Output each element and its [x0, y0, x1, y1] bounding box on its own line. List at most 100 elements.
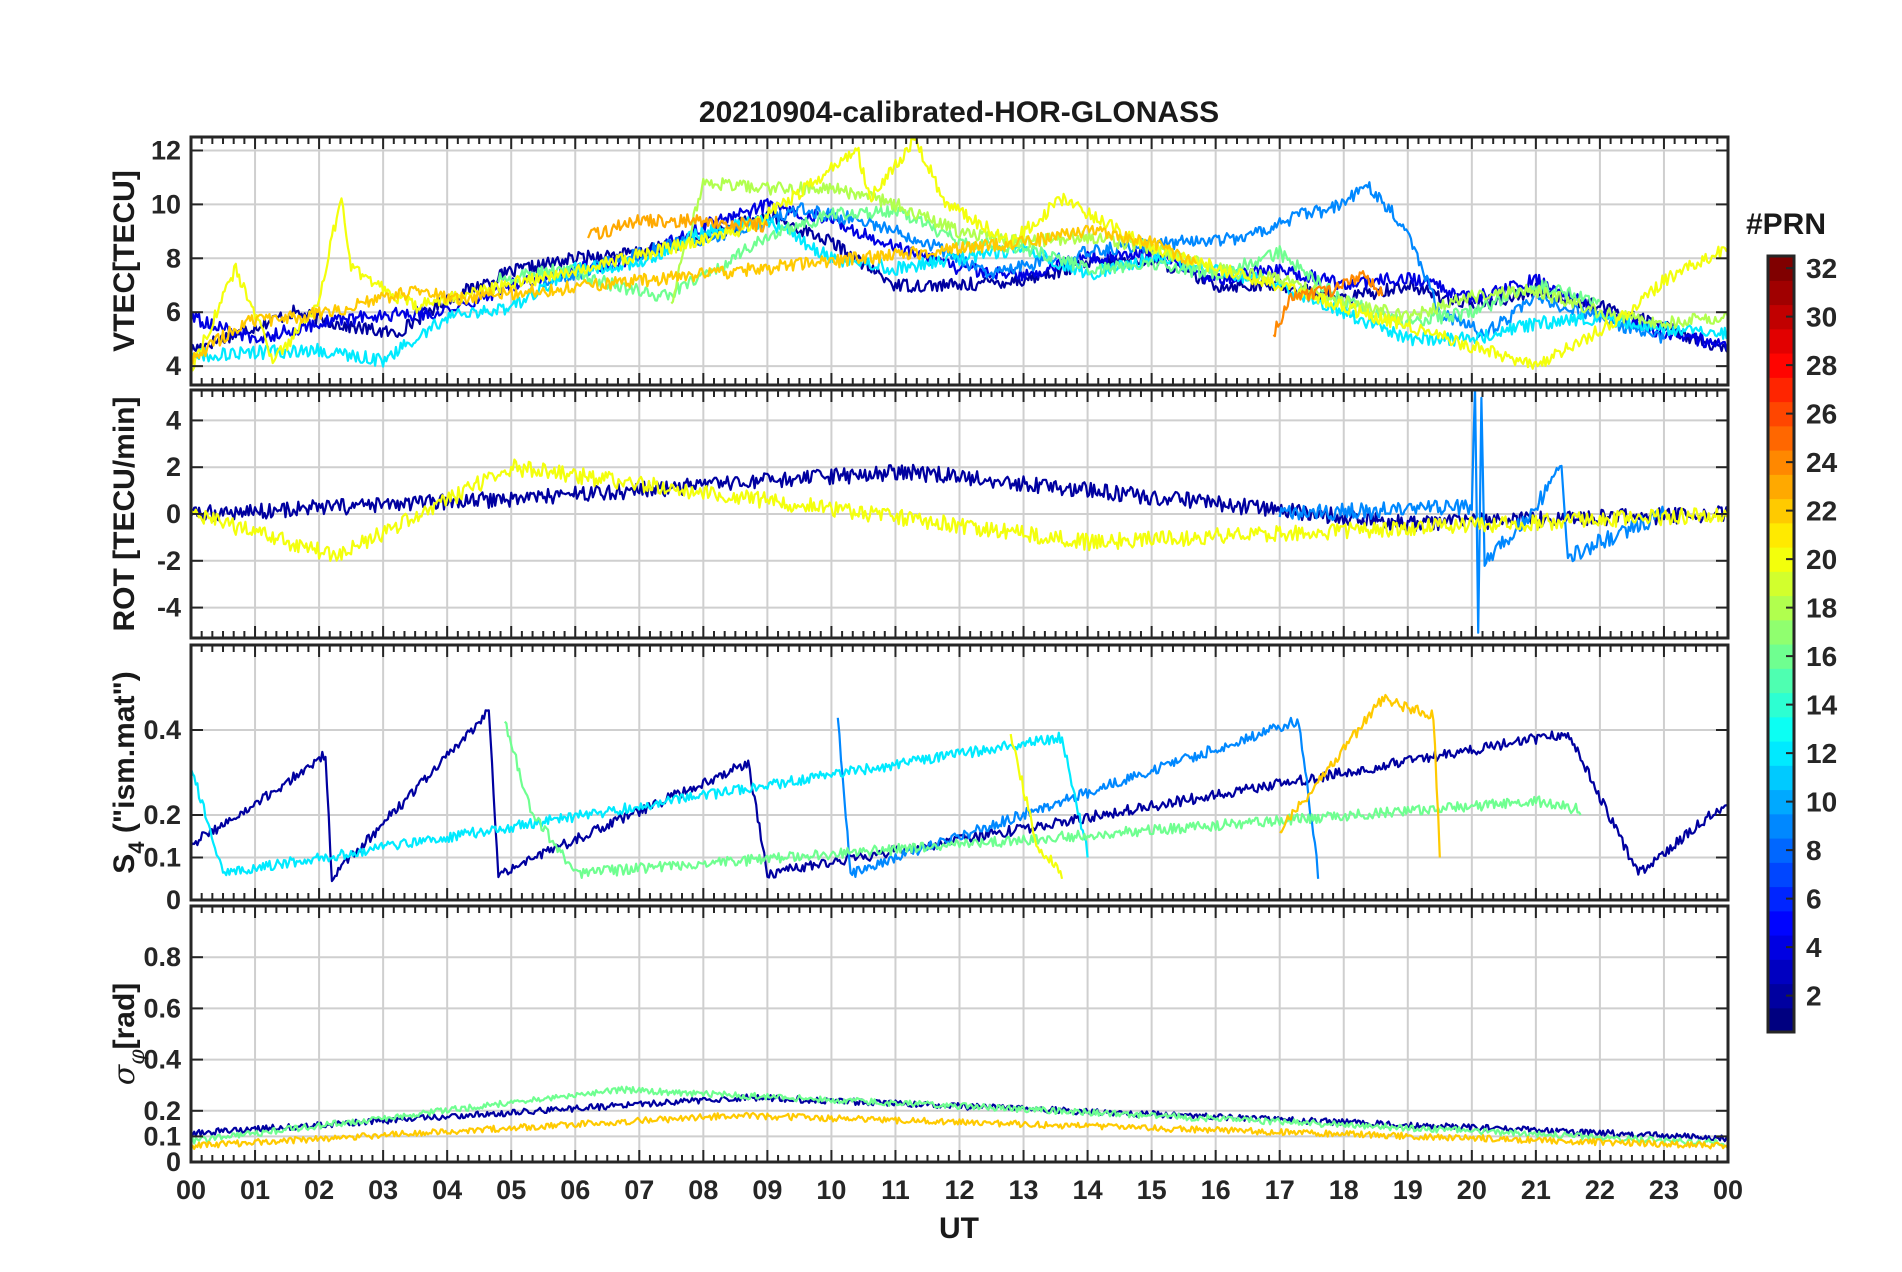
y-tick-label: 0.1 [143, 1121, 181, 1151]
series-line-prn-16 [503, 720, 1582, 879]
y-tick-label: 0.6 [143, 993, 181, 1023]
series-group [191, 390, 1728, 634]
colorbar-tick-label: 22 [1806, 496, 1837, 527]
y-tick-label: 2 [166, 452, 181, 482]
colorbar-tick-label: 30 [1806, 302, 1837, 333]
panel-s4: 0 0.1 0.2 0.4S4 ("ism.mat") [108, 643, 1730, 915]
x-axis: 00 01 02 03 04 05 06 07 08 09 10 11 12 13 14 15 16 17 18 19… [176, 1175, 1743, 1205]
x-tick-label: 17 [1265, 1175, 1295, 1205]
x-tick-label: 03 [368, 1175, 398, 1205]
x-axis-label: UT [939, 1212, 979, 1245]
grid [191, 645, 1728, 900]
x-tick-label: 07 [624, 1175, 654, 1205]
x-tick-label: 23 [1649, 1175, 1679, 1205]
colorbar-segment [1768, 619, 1794, 645]
colorbar-segment [1768, 522, 1794, 548]
colorbar-segment [1768, 862, 1794, 888]
y-tick-label: 0.1 [143, 843, 181, 873]
colorbar-tick-label: 24 [1806, 447, 1838, 478]
series-line-prn-4 [191, 198, 1728, 351]
y-tick-label: 0.2 [143, 800, 181, 830]
y-tick-label: 8 [166, 243, 181, 273]
colorbar-segment [1768, 1007, 1794, 1033]
x-tick-label: 00 [176, 1175, 206, 1205]
series-line-prn-12 [191, 731, 1089, 877]
colorbar-tick-label: 2 [1806, 981, 1822, 1012]
y-tick-label: 10 [151, 189, 181, 219]
y-axis-label: S4 ("ism.mat") [108, 671, 149, 873]
x-tick-label: 11 [881, 1175, 910, 1205]
series-line-prn-23 [587, 213, 769, 240]
y-tick-label: 4 [166, 351, 181, 381]
grid [191, 137, 1728, 385]
colorbar-tick-label: 12 [1806, 738, 1837, 769]
y-tick-label: 0.2 [143, 1096, 181, 1126]
colorbar-segment [1768, 716, 1794, 742]
y-axis-label: ROT [TECU/min] [108, 397, 141, 632]
colorbar-segment [1768, 910, 1794, 936]
colorbar-tick-label: 14 [1806, 690, 1838, 721]
x-tick-label: 12 [944, 1175, 974, 1205]
x-tick-label: 00 [1713, 1175, 1743, 1205]
colorbar-segment [1768, 959, 1794, 985]
x-ticks [190, 137, 1729, 385]
colorbar-segment [1768, 377, 1794, 403]
colorbar-segment [1768, 813, 1794, 839]
colorbar-segment [1768, 571, 1794, 597]
panel-vtec: 4 6 8 10 12 VTEC[TECU] [108, 135, 1730, 387]
colorbar-tick-label: 32 [1806, 253, 1837, 284]
series-line-prn-16 [191, 1085, 1728, 1148]
panel-sigma: 00.10.2 0.4 0.6 0.8 σφ[rad] [107, 904, 1730, 1177]
series-group [191, 137, 1728, 372]
series-line-prn-9 [836, 716, 1320, 879]
x-tick-label: 16 [1201, 1175, 1231, 1205]
colorbar-tick-label: 20 [1806, 544, 1837, 575]
series-line-prn-24 [1272, 270, 1384, 338]
series-line-prn-20 [191, 458, 1728, 562]
x-tick-label: 14 [1073, 1175, 1103, 1205]
x-tick-label: 19 [1393, 1175, 1423, 1205]
series-line-prn-22 [191, 224, 1198, 365]
grid [191, 390, 1728, 638]
colorbar-frame [1766, 254, 1796, 1034]
colorbar-segment [1768, 765, 1794, 791]
y-axis-label: VTEC[TECU] [108, 170, 141, 352]
y-tick-label: 0 [166, 499, 181, 529]
y-tick-label: 4 [166, 405, 181, 435]
y-tick-label: -2 [157, 546, 181, 576]
colorbar-segment [1768, 474, 1794, 500]
x-ticks [190, 390, 1729, 638]
grid [191, 906, 1728, 1162]
x-tick-label: 01 [240, 1175, 270, 1205]
colorbar-segment [1768, 668, 1794, 694]
series-group [191, 1085, 1728, 1150]
y-tick-label: 0.4 [143, 715, 181, 745]
series-line-prn-12 [191, 213, 1728, 368]
x-tick-label: 10 [816, 1175, 846, 1205]
colorbar-tick-label: 16 [1806, 641, 1837, 672]
panel-rot: -4 -2 0 2 4 ROT [TECU/min] [108, 388, 1730, 640]
x-tick-label: 09 [752, 1175, 782, 1205]
colorbar-tick-label: 28 [1806, 350, 1837, 381]
x-tick-label: 18 [1329, 1175, 1359, 1205]
series-group [191, 693, 1728, 883]
x-tick-label: 04 [432, 1175, 462, 1205]
colorbar-segment [1768, 280, 1794, 306]
colorbar-tick-label: 18 [1806, 593, 1837, 624]
x-tick-label: 13 [1009, 1175, 1039, 1205]
x-tick-label: 02 [304, 1175, 334, 1205]
colorbar-segment [1768, 328, 1794, 354]
x-tick-label: 05 [496, 1175, 526, 1205]
series-line-prn-18 [670, 177, 1728, 329]
colorbar-tick-label: 10 [1806, 787, 1837, 818]
series-line-prn-22 [1279, 693, 1441, 858]
x-ticks [190, 906, 1729, 1162]
y-axis-label: σφ[rad] [107, 983, 150, 1086]
series-line-prn-20 [191, 137, 1728, 372]
colorbar-tick-label: 8 [1806, 835, 1822, 866]
colorbar-segment [1768, 425, 1794, 451]
x-ticks [190, 645, 1729, 900]
